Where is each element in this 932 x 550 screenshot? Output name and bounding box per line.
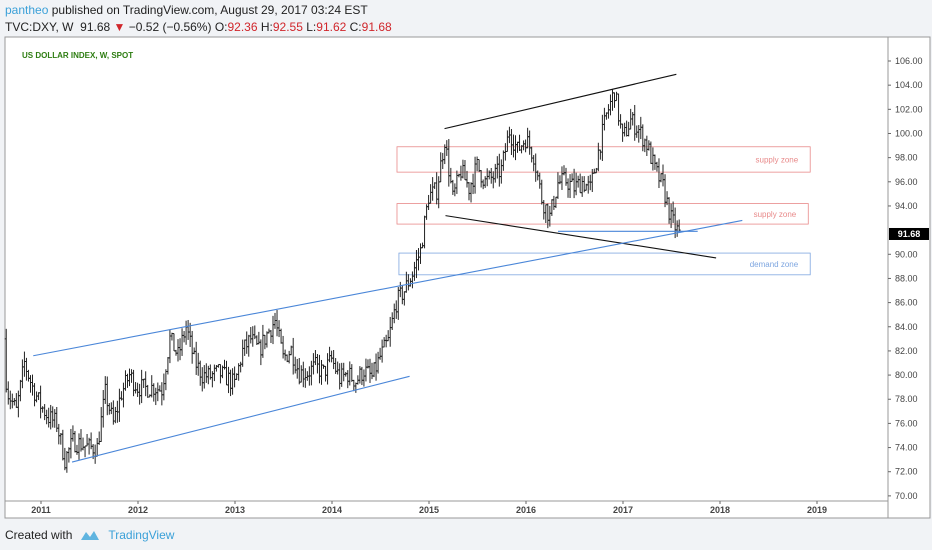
supply-zone-label: supply zone: [754, 210, 797, 219]
trendline-black: [445, 215, 717, 259]
y-tick-label: 94.00: [895, 201, 918, 211]
low-label: L:: [306, 20, 317, 34]
supply-zone-label: supply zone: [756, 155, 799, 164]
symbol: TVC:DXY, W: [5, 20, 74, 34]
tradingview-link[interactable]: TradingView: [108, 528, 175, 542]
demand-zone: [398, 252, 811, 276]
last-price-marker: [889, 227, 929, 240]
y-tick-label: 82.00: [895, 346, 918, 356]
time-axis[interactable]: [4, 500, 889, 519]
plot-area: [4, 36, 889, 502]
x-tick-label: 2018: [710, 505, 730, 515]
supply-zone: [396, 203, 809, 225]
y-tick-label: 78.00: [895, 394, 918, 404]
chart-title: US DOLLAR INDEX, W, SPOT: [22, 51, 133, 60]
y-tick-label: 104.00: [895, 80, 923, 90]
close-value: 91.68: [361, 20, 392, 34]
price-chart[interactable]: US DOLLAR INDEX, W, SPOT supply zone supp…: [0, 36, 932, 520]
last-price: 91.68: [80, 20, 111, 34]
y-tick-label: 100.00: [895, 128, 923, 138]
high-value: 92.55: [272, 20, 303, 34]
y-tick-label: 74.00: [895, 443, 918, 453]
y-tick-label: 98.00: [895, 153, 918, 163]
y-tick-label: 90.00: [895, 249, 918, 259]
open-value: 92.36: [227, 20, 258, 34]
x-tick-label: 2015: [419, 505, 439, 515]
price-axis[interactable]: [887, 36, 931, 519]
open-label: O:: [214, 20, 228, 34]
symbol-info: TVC:DXY, W 91.68 ▼ −0.52 (−0.56%) O:92.3…: [5, 20, 392, 34]
supply-zone: [396, 146, 811, 173]
x-tick-label: 2019: [807, 505, 827, 515]
footer: Created with TradingView: [5, 528, 174, 542]
x-tick-label: 2016: [516, 505, 536, 515]
trendline-black: [444, 73, 677, 130]
y-tick-label: 72.00: [895, 467, 918, 477]
y-tick-label: 86.00: [895, 298, 918, 308]
y-tick-label: 106.00: [895, 56, 923, 66]
publish-info: pantheo published on TradingView.com, Au…: [5, 3, 368, 17]
y-tick-label: 84.00: [895, 322, 918, 332]
y-tick-label: 70.00: [895, 491, 918, 501]
trendline-blue: [33, 219, 743, 357]
demand-zone-label: demand zone: [750, 260, 799, 269]
down-arrow-icon: ▼: [113, 20, 126, 34]
x-tick-label: 2011: [31, 505, 51, 515]
x-tick-label: 2013: [225, 505, 245, 515]
publish-text: published on TradingView.com, August 29,…: [51, 3, 368, 17]
y-tick-label: 76.00: [895, 418, 918, 428]
y-tick-label: 102.00: [895, 104, 923, 114]
x-tick-label: 2012: [128, 505, 148, 515]
price-change: −0.52 (−0.56%): [128, 20, 212, 34]
trendline-blue: [71, 375, 410, 463]
x-tick-label: 2017: [613, 505, 633, 515]
last-price-label: 91.68: [898, 229, 921, 239]
y-tick-label: 96.00: [895, 177, 918, 187]
created-with: Created with: [5, 528, 73, 542]
author-link[interactable]: pantheo: [5, 3, 49, 17]
close-label: C:: [349, 20, 362, 34]
x-tick-label: 2014: [322, 505, 342, 515]
high-label: H:: [260, 20, 273, 34]
low-value: 91.62: [316, 20, 347, 34]
tradingview-logo-icon: [81, 531, 100, 540]
y-tick-label: 88.00: [895, 273, 918, 283]
y-tick-label: 80.00: [895, 370, 918, 380]
